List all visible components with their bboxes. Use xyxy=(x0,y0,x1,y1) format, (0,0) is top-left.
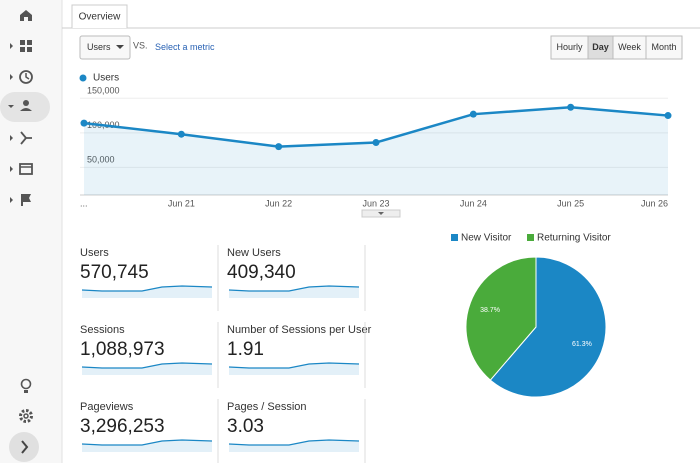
nav-audience[interactable] xyxy=(8,100,32,111)
sparkline-area[interactable] xyxy=(229,363,359,375)
x-tick-label: Jun 23 xyxy=(362,198,389,208)
metric-card[interactable]: Pageviews 3,296,253 xyxy=(80,401,213,452)
metric-value[interactable]: 3.03 xyxy=(227,416,264,437)
chart-collapse[interactable] xyxy=(361,209,401,218)
x-tick-label: Jun 26 xyxy=(641,198,668,208)
metric-dropdown-label[interactable]: Users xyxy=(87,42,111,52)
metric-value[interactable]: 1,088,973 xyxy=(80,339,165,360)
series-area xyxy=(84,107,668,195)
sparkline[interactable] xyxy=(228,285,360,292)
metric-label[interactable]: Number of Sessions per User xyxy=(227,324,372,336)
data-point xyxy=(275,143,283,151)
legend-marker xyxy=(79,74,87,82)
x-tick-label: Jun 24 xyxy=(460,198,487,208)
metric-label[interactable]: Sessions xyxy=(80,324,125,336)
sparkline-area[interactable] xyxy=(82,363,212,375)
data-point xyxy=(177,130,185,138)
button-label[interactable]: Week xyxy=(618,42,641,52)
sparkline-area[interactable] xyxy=(229,440,359,452)
x-tick-label: Jun 22 xyxy=(265,198,292,208)
metric-value[interactable]: 570,745 xyxy=(80,262,149,283)
metric-label[interactable]: Users xyxy=(80,247,109,259)
data-point xyxy=(80,119,88,127)
button-bg[interactable] xyxy=(645,35,683,60)
sidebar xyxy=(0,0,62,463)
x-tick-label: Jun 21 xyxy=(168,198,195,208)
data-point xyxy=(372,139,380,146)
legend-label: New Visitor xyxy=(461,233,512,244)
nav-customization[interactable] xyxy=(10,40,32,52)
granularity-button[interactable]: Month xyxy=(645,35,683,60)
legend-marker xyxy=(527,234,534,241)
pie-slice xyxy=(465,256,537,381)
nav-admin[interactable] xyxy=(19,409,33,423)
sparkline[interactable] xyxy=(228,439,360,446)
data-point xyxy=(469,110,477,118)
x-tick-label: ... xyxy=(80,198,88,208)
sparkline[interactable] xyxy=(81,285,213,292)
metric-card[interactable]: Pages / Session 3.03 xyxy=(227,401,360,452)
metric-value[interactable]: 409,340 xyxy=(227,262,296,283)
button-label[interactable]: Month xyxy=(651,42,676,52)
pie-chart: New Visitor Returning Visitor 61.3% 38.7% xyxy=(451,233,611,398)
metric-card[interactable]: Users 570,745 xyxy=(80,247,213,298)
y-tick-label: 50,000 xyxy=(87,155,115,165)
pie-label: 61.3% xyxy=(572,341,592,348)
nav-acquisition[interactable] xyxy=(10,131,32,145)
x-tick-label: Jun 25 xyxy=(557,198,584,208)
nav-discover[interactable] xyxy=(20,378,32,394)
metric-value[interactable]: 3,296,253 xyxy=(80,416,165,437)
sparkline[interactable] xyxy=(228,362,360,369)
legend-marker xyxy=(451,234,458,241)
nav-active xyxy=(0,92,50,122)
sparkline[interactable] xyxy=(81,439,213,446)
pie-label: 38.7% xyxy=(480,307,500,314)
button-label[interactable]: Hourly xyxy=(556,42,583,52)
metric-card[interactable]: Number of Sessions per User 1.91 xyxy=(227,324,372,375)
data-point xyxy=(567,103,575,111)
granularity-button[interactable]: Hourly xyxy=(550,35,589,60)
metric-label[interactable]: Pages / Session xyxy=(227,401,307,413)
button-label[interactable]: Day xyxy=(592,42,609,52)
tab-label[interactable]: Overview xyxy=(79,12,121,23)
metrics-grid: Users 570,745 New Users 409,340 Sessions 1,08… xyxy=(80,245,372,463)
sparkline-area[interactable] xyxy=(82,440,212,452)
metric-dropdown[interactable]: Users xyxy=(79,35,131,60)
y-tick-label: 150,000 xyxy=(87,86,120,96)
legend-label: Returning Visitor xyxy=(537,233,611,244)
metric-card[interactable]: New Users 409,340 xyxy=(227,247,360,298)
tab[interactable]: Overview xyxy=(71,4,128,28)
metric-card[interactable]: Sessions 1,088,973 xyxy=(80,324,213,375)
sparkline-area[interactable] xyxy=(82,286,212,298)
granularity-button[interactable]: Day xyxy=(587,35,614,60)
nav-conversions[interactable] xyxy=(10,194,31,206)
granularity-button[interactable]: Week xyxy=(612,35,647,60)
granularity-group: Hourly Day Week Month xyxy=(550,35,683,60)
nav-home[interactable] xyxy=(20,10,32,21)
metric-label[interactable]: New Users xyxy=(227,247,281,259)
nav-realtime[interactable] xyxy=(10,70,33,84)
sparkline-area[interactable] xyxy=(229,286,359,298)
legend-label: Users xyxy=(93,73,119,84)
pie-slice xyxy=(489,256,607,398)
nav-behavior[interactable] xyxy=(10,163,33,175)
nav-expand[interactable] xyxy=(9,432,39,462)
vs-label: VS. xyxy=(133,40,148,50)
metric-label[interactable]: Pageviews xyxy=(80,401,134,413)
select-metric-link[interactable]: Select a metric xyxy=(155,42,215,52)
data-point xyxy=(664,112,672,120)
metric-value[interactable]: 1.91 xyxy=(227,339,264,360)
sparkline[interactable] xyxy=(81,362,213,369)
